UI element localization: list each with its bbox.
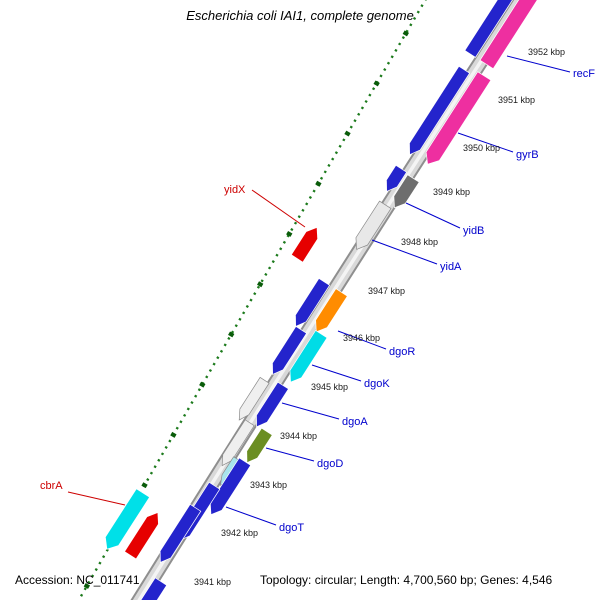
gene-arrow-gene-white-2[interactable] bbox=[221, 419, 255, 467]
genes-layer bbox=[104, 0, 540, 600]
gene-arrow-gene-blue-5[interactable] bbox=[159, 503, 202, 563]
gene-arrow-gene-white-1[interactable] bbox=[238, 376, 270, 421]
label-leader-line-dgoD bbox=[265, 447, 315, 462]
tick-label: 3946 kbp bbox=[343, 333, 380, 343]
label-leader-line-dgoR bbox=[337, 330, 387, 350]
gene-arrow-gene-blue-6[interactable] bbox=[136, 577, 168, 600]
label-leader-line-cbrA bbox=[67, 491, 126, 506]
gene-label-recF[interactable]: recF bbox=[573, 68, 595, 80]
gene-arrow-yidA[interactable] bbox=[355, 200, 392, 250]
ticks-layer: 3952 kbp 3951 kbp 3950 kbp 3949 kbp 3948 kbp… bbox=[194, 47, 565, 587]
genome-summary-text: Topology: circular; Length: 4,700,560 bp… bbox=[260, 573, 553, 587]
gene-label-dgoK[interactable]: dgoK bbox=[364, 378, 390, 390]
gene-label-dgoA[interactable]: dgoA bbox=[342, 416, 368, 428]
tick-label: 3944 kbp bbox=[280, 431, 317, 441]
accession-text: Accession: NC_011741 bbox=[15, 573, 140, 587]
gene-arrow-gene-blue-1[interactable] bbox=[386, 164, 408, 192]
gene-label-dgoD[interactable]: dgoD bbox=[317, 458, 343, 470]
tick-label: 3949 kbp bbox=[433, 187, 470, 197]
tick-label: 3947 kbp bbox=[368, 286, 405, 296]
gene-label-yidB[interactable]: yidB bbox=[463, 225, 484, 237]
ruler-dotted-line bbox=[77, 0, 427, 600]
gene-arrow-dgoK[interactable] bbox=[289, 329, 328, 383]
gene-label-dgoT[interactable]: dgoT bbox=[279, 522, 304, 534]
labels-layer: recF gyrB yidB yidA yidX dgoR dgoK dgoA dgoD dgoT… bbox=[40, 68, 595, 534]
gene-arrow-dgoD[interactable] bbox=[246, 427, 273, 464]
label-leader-line-dgoA bbox=[281, 402, 340, 420]
gene-arrow-gene-blue-2[interactable] bbox=[295, 277, 331, 327]
tick-label: 3945 kbp bbox=[311, 382, 348, 392]
leaders-layer bbox=[67, 55, 571, 526]
tick-label: 3941 kbp bbox=[194, 577, 231, 587]
gene-arrow-dgoA[interactable] bbox=[256, 381, 289, 428]
gene-arrow-cbrA[interactable] bbox=[124, 511, 159, 560]
page-title: Escherichia coli IAI1, complete genome bbox=[186, 8, 414, 23]
gene-arrow-recF-blue[interactable] bbox=[464, 0, 518, 58]
tick-label: 3948 kbp bbox=[401, 237, 438, 247]
gene-arrow-gene-blue-3[interactable] bbox=[272, 325, 308, 375]
gene-arrow-gyrB-blue[interactable] bbox=[409, 65, 471, 156]
label-leader-line-yidB bbox=[405, 202, 461, 229]
gene-label-gyrB[interactable]: gyrB bbox=[516, 149, 539, 161]
tick-label: 3942 kbp bbox=[221, 528, 258, 538]
tick-label: 3951 kbp bbox=[498, 95, 535, 105]
gene-label-dgoR[interactable]: dgoR bbox=[389, 346, 415, 358]
gene-label-yidA[interactable]: yidA bbox=[440, 261, 462, 273]
gene-arrow-gyrB-pink[interactable] bbox=[425, 71, 492, 165]
gene-arrow-yidX[interactable] bbox=[290, 226, 319, 263]
tick-label: 3950 kbp bbox=[463, 143, 500, 153]
gene-arrow-recF-pink[interactable] bbox=[479, 0, 540, 70]
gene-arrow-dgoR[interactable] bbox=[315, 288, 348, 333]
label-leader-line-yidX bbox=[251, 189, 306, 228]
gene-label-cbrA[interactable]: cbrA bbox=[40, 480, 63, 492]
gene-arrow-yidB[interactable] bbox=[393, 174, 420, 209]
label-leader-line-yidA bbox=[371, 239, 438, 265]
tick-label: 3952 kbp bbox=[528, 47, 565, 57]
label-leader-line-recF bbox=[506, 55, 571, 73]
tick-label: 3943 kbp bbox=[250, 480, 287, 490]
label-leader-line-dgoK bbox=[311, 364, 362, 382]
gene-label-yidX[interactable]: yidX bbox=[224, 184, 246, 196]
label-leader-line-gyrB bbox=[457, 132, 514, 153]
gene-arrow-gene-cyan-1[interactable] bbox=[104, 488, 151, 550]
label-leader-line-dgoT bbox=[225, 506, 277, 526]
